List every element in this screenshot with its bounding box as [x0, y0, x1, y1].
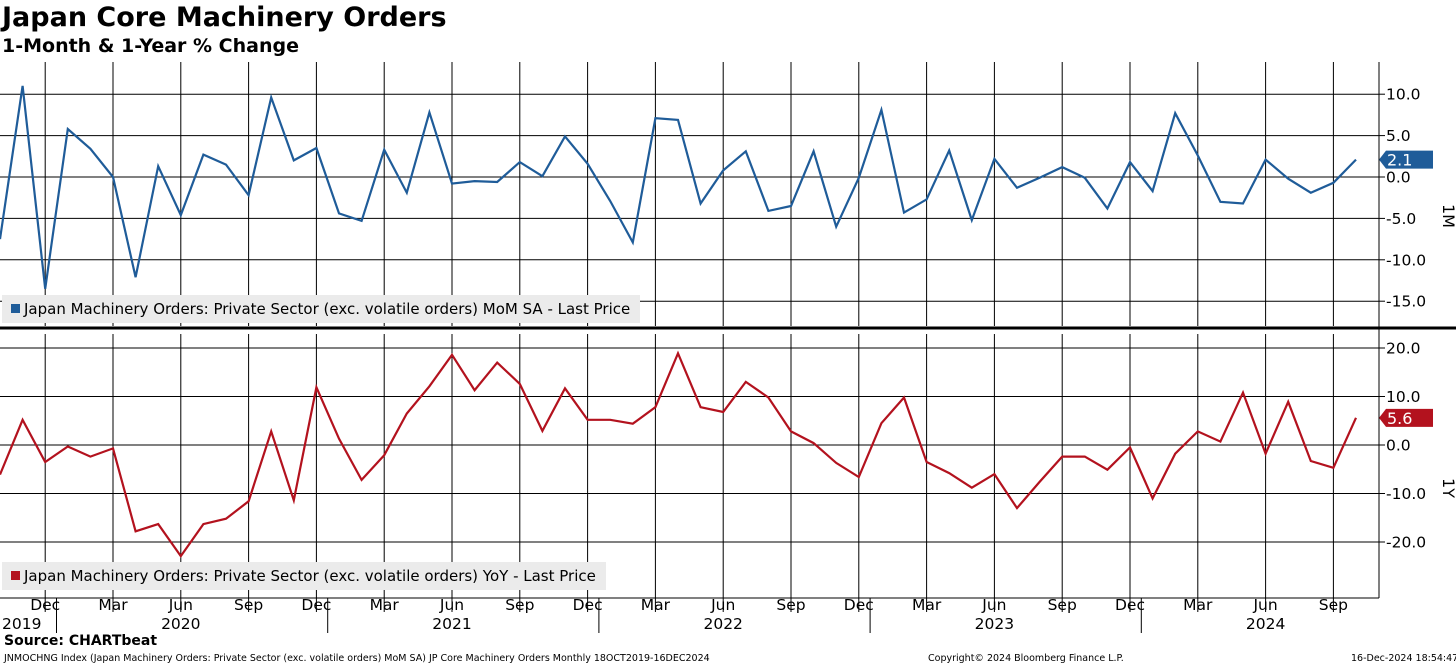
x-year-label: 2019: [2, 615, 41, 633]
axis-title-1Y: 1Y: [1439, 478, 1456, 498]
x-month-label: Mar: [98, 596, 128, 614]
x-month-label: Sep: [1319, 596, 1348, 614]
chart-title: Japan Core Machinery Orders: [2, 2, 447, 33]
x-month-label: Sep: [776, 596, 805, 614]
x-year-label: 2024: [1246, 615, 1285, 633]
x-month-label: Jun: [710, 596, 735, 614]
axis-title-1M: 1M: [1439, 204, 1456, 228]
x-month-label: Jun: [168, 596, 193, 614]
y-tick-label: -10.0: [1386, 251, 1426, 269]
x-year-label: 2020: [161, 615, 200, 633]
x-month-label: Dec: [844, 596, 874, 614]
x-month-label: Dec: [1115, 596, 1145, 614]
last-value-label: 2.1: [1387, 151, 1412, 170]
x-month-label: Dec: [573, 596, 603, 614]
data-points-yoy: [0, 353, 1357, 557]
y-tick-label: 0.0: [1386, 169, 1411, 187]
y-tick-label: 10.0: [1386, 86, 1421, 104]
x-month-label: Sep: [1048, 596, 1077, 614]
x-year-label: 2023: [975, 615, 1014, 633]
x-month-label: Mar: [641, 596, 671, 614]
footer-copyright: Copyright© 2024 Bloomberg Finance L.P.: [928, 653, 1124, 664]
x-month-label: Dec: [301, 596, 331, 614]
legend-yoy-swatch: [11, 571, 20, 580]
x-month-label: Jun: [981, 596, 1006, 614]
data-points-mom: [0, 85, 1357, 289]
x-month-label: Mar: [370, 596, 400, 614]
y-tick-label: 0.0: [1386, 437, 1411, 455]
y-tick-label: -15.0: [1386, 293, 1426, 311]
footer-timestamp: 16-Dec-2024 18:54:47: [1351, 653, 1456, 664]
x-month-label: Jun: [439, 596, 464, 614]
y-tick-label: 5.0: [1386, 127, 1411, 145]
y-tick-label: 20.0: [1386, 340, 1421, 358]
source-note: Source: CHARTbeat: [4, 633, 158, 649]
series-line-yoy: [0, 350, 1358, 559]
x-year-label: 2021: [432, 615, 471, 633]
series-line-mom: [0, 85, 1357, 289]
y-tick-label: 10.0: [1386, 388, 1421, 406]
chart-subtitle: 1-Month & 1-Year % Change: [2, 35, 299, 57]
x-month-label: Dec: [30, 596, 60, 614]
legend-mom-label: Japan Machinery Orders: Private Sector (…: [24, 300, 631, 318]
x-month-label: Mar: [1183, 596, 1213, 614]
y-tick-label: -10.0: [1386, 485, 1426, 503]
legend-yoy-label: Japan Machinery Orders: Private Sector (…: [24, 567, 596, 585]
x-year-label: 2022: [703, 615, 742, 633]
y-tick-label: -20.0: [1386, 534, 1426, 552]
footer-description: JNMOCHNG Index (Japan Machinery Orders: …: [4, 653, 710, 664]
last-value-tag: [1379, 408, 1433, 427]
last-value-label: 5.6: [1387, 409, 1412, 428]
last-value-tag: [1379, 150, 1433, 169]
legend-yoy: Japan Machinery Orders: Private Sector (…: [2, 562, 606, 590]
x-month-label: Sep: [505, 596, 534, 614]
x-month-label: Jun: [1252, 596, 1277, 614]
legend-mom: Japan Machinery Orders: Private Sector (…: [2, 295, 641, 323]
x-month-label: Sep: [234, 596, 263, 614]
x-month-label: Mar: [912, 596, 942, 614]
legend-mom-swatch: [11, 304, 20, 313]
y-tick-label: -5.0: [1386, 210, 1416, 228]
